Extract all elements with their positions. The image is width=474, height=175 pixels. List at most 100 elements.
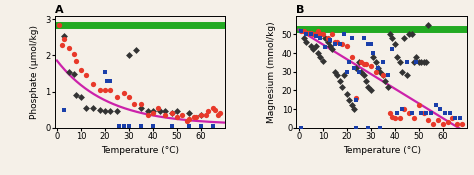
Point	[60, 38, 68, 41]
Point	[96, 108, 104, 111]
Point	[73, 94, 80, 97]
Point	[197, 114, 205, 117]
Point	[120, 125, 128, 127]
Point	[168, 125, 176, 127]
Point	[216, 112, 224, 115]
Point	[204, 110, 212, 113]
Point	[441, 111, 449, 114]
Point	[353, 98, 360, 101]
Point	[360, 74, 367, 77]
Point	[298, 126, 305, 129]
Point	[384, 74, 392, 77]
Point	[182, 119, 190, 122]
Point	[106, 79, 113, 82]
Point	[398, 70, 406, 73]
Point	[391, 42, 399, 45]
Point	[338, 85, 346, 88]
Point	[418, 61, 425, 64]
Point	[116, 125, 123, 127]
Point	[396, 117, 403, 120]
Point	[202, 114, 210, 117]
Text: A: A	[55, 5, 63, 15]
Point	[154, 106, 162, 109]
Point	[326, 39, 334, 41]
Point	[317, 33, 324, 36]
Point	[324, 40, 331, 43]
Point	[307, 33, 315, 36]
Point	[144, 110, 152, 113]
Point	[77, 96, 85, 99]
Point	[389, 37, 396, 40]
Point	[427, 111, 435, 114]
Point	[341, 33, 348, 36]
Point	[156, 110, 164, 113]
Point	[178, 114, 185, 117]
Point	[149, 112, 157, 115]
Point	[137, 103, 145, 106]
Point	[398, 108, 406, 110]
Point	[185, 112, 193, 115]
Point	[422, 61, 430, 64]
Point	[355, 61, 363, 64]
Point	[415, 61, 423, 64]
Point	[298, 29, 305, 32]
Point	[389, 115, 396, 118]
Point	[60, 34, 68, 37]
Point	[168, 112, 176, 115]
Point	[331, 70, 339, 73]
Point	[130, 103, 137, 106]
Point	[185, 117, 193, 120]
Point	[447, 111, 454, 114]
Point	[298, 29, 305, 32]
Point	[357, 61, 365, 64]
Point	[70, 52, 78, 55]
Point	[190, 116, 198, 118]
Point	[370, 55, 377, 58]
Point	[444, 121, 451, 124]
Y-axis label: Phosphate (μmol/kg): Phosphate (μmol/kg)	[30, 25, 39, 119]
Point	[302, 40, 310, 43]
Point	[405, 33, 413, 36]
Point	[360, 37, 367, 40]
Point	[343, 93, 351, 96]
Point	[214, 114, 221, 117]
Point	[73, 60, 80, 62]
Point	[321, 46, 329, 49]
Point	[324, 37, 331, 40]
Point	[331, 42, 339, 45]
Point	[439, 123, 447, 125]
Point	[106, 88, 113, 91]
Y-axis label: Magnesium (mmol/kg): Magnesium (mmol/kg)	[267, 21, 276, 122]
Point	[77, 69, 85, 71]
Point	[432, 104, 439, 107]
Point	[334, 40, 341, 43]
Point	[458, 123, 466, 125]
Point	[391, 117, 399, 120]
Point	[403, 74, 410, 77]
Point	[312, 44, 319, 47]
Point	[331, 40, 339, 43]
Point	[173, 110, 181, 113]
Point	[437, 108, 444, 110]
Point	[168, 112, 176, 115]
Point	[310, 48, 317, 51]
Point	[374, 67, 382, 69]
Point	[396, 61, 403, 64]
Point	[82, 74, 90, 77]
Point	[403, 61, 410, 64]
Point	[326, 44, 334, 47]
Point	[321, 37, 329, 40]
Point	[353, 67, 360, 69]
Point	[336, 42, 344, 45]
X-axis label: Temperature (°C): Temperature (°C)	[100, 146, 179, 155]
Point	[401, 37, 408, 40]
Point	[310, 33, 317, 36]
Point	[456, 117, 464, 120]
Point	[101, 110, 109, 113]
Point	[65, 70, 73, 73]
Point	[410, 117, 418, 120]
Point	[60, 108, 68, 111]
Point	[89, 83, 97, 86]
Point	[362, 63, 370, 66]
Point	[314, 52, 322, 54]
